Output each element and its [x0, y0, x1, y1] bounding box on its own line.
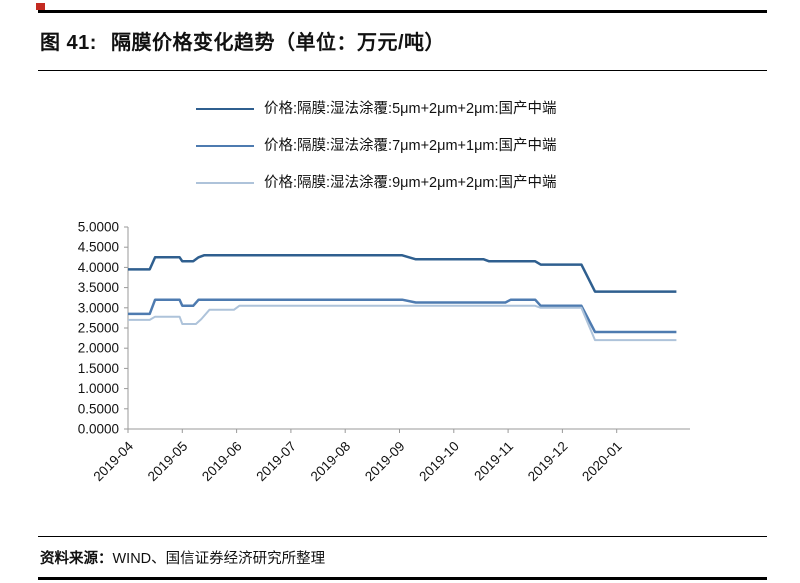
chart-legend: 价格:隔膜:湿法涂覆:5μm+2μm+2μm:国产中端 价格:隔膜:湿法涂覆:7…: [196, 99, 767, 193]
legend-item: 价格:隔膜:湿法涂覆:7μm+2μm+1μm:国产中端: [196, 136, 767, 156]
svg-text:1.0000: 1.0000: [78, 381, 119, 396]
legend-item: 价格:隔膜:湿法涂覆:9μm+2μm+2μm:国产中端: [196, 173, 767, 193]
svg-text:2020-01: 2020-01: [579, 439, 625, 485]
figure-title: 图 41: 隔膜价格变化趋势（单位：万元/吨）: [38, 13, 767, 70]
svg-text:2019-09: 2019-09: [362, 439, 408, 485]
line-chart-canvas: 0.0000 0.5000 1.0000 1.5000 2.0000 2.5000 3.00…: [44, 217, 767, 526]
svg-text:2019-12: 2019-12: [525, 439, 571, 485]
svg-text:4.0000: 4.0000: [78, 260, 119, 275]
line-chart-svg: 0.0000 0.5000 1.0000 1.5000 2.0000 2.5000 3.00…: [78, 220, 690, 485]
svg-text:2019-07: 2019-07: [253, 439, 299, 485]
price-trend-chart: 0.0000 0.5000 1.0000 1.5000 2.0000 2.5000 3.00…: [44, 217, 767, 526]
series-color-swatch: [196, 107, 254, 111]
figure-title-text: 隔膜价格变化趋势（单位：万元/吨）: [110, 32, 446, 54]
svg-text:5.0000: 5.0000: [78, 220, 119, 235]
legend-label: 价格:隔膜:湿法涂覆:5μm+2μm+2μm:国产中端: [264, 101, 557, 117]
svg-text:2019-10: 2019-10: [416, 439, 462, 485]
svg-text:2019-11: 2019-11: [471, 439, 516, 484]
svg-text:4.5000: 4.5000: [78, 240, 119, 255]
svg-text:1.5000: 1.5000: [78, 361, 119, 376]
footer-divider-rule: [38, 536, 767, 537]
svg-text:2019-08: 2019-08: [308, 439, 354, 485]
series-color-swatch: [196, 144, 254, 148]
source-label: 资料来源：: [40, 551, 113, 567]
svg-text:2.5000: 2.5000: [78, 321, 119, 336]
legend-item: 价格:隔膜:湿法涂覆:5μm+2μm+2μm:国产中端: [196, 99, 767, 119]
red-corner-marker: [36, 3, 45, 10]
svg-text:0.5000: 0.5000: [78, 401, 119, 416]
data-source-line: 资料来源：WIND、国信证券经济研究所整理: [38, 537, 767, 577]
source-text: WIND、国信证券经济研究所整理: [112, 551, 326, 567]
svg-text:2.0000: 2.0000: [78, 341, 119, 356]
legend-label: 价格:隔膜:湿法涂覆:7μm+2μm+1μm:国产中端: [264, 138, 557, 154]
svg-text:2019-04: 2019-04: [90, 438, 136, 484]
title-divider-rule: [38, 70, 767, 71]
svg-text:2019-05: 2019-05: [145, 439, 191, 485]
figure-number-label: 图 41:: [40, 32, 97, 54]
svg-text:2019-06: 2019-06: [199, 439, 245, 485]
top-rule: [38, 10, 767, 13]
bottom-rule: [38, 577, 767, 580]
series-color-swatch: [196, 182, 254, 184]
svg-text:3.0000: 3.0000: [78, 300, 119, 315]
svg-text:0.0000: 0.0000: [78, 422, 119, 437]
svg-text:3.5000: 3.5000: [78, 280, 119, 295]
legend-label: 价格:隔膜:湿法涂覆:9μm+2μm+2μm:国产中端: [264, 175, 557, 191]
